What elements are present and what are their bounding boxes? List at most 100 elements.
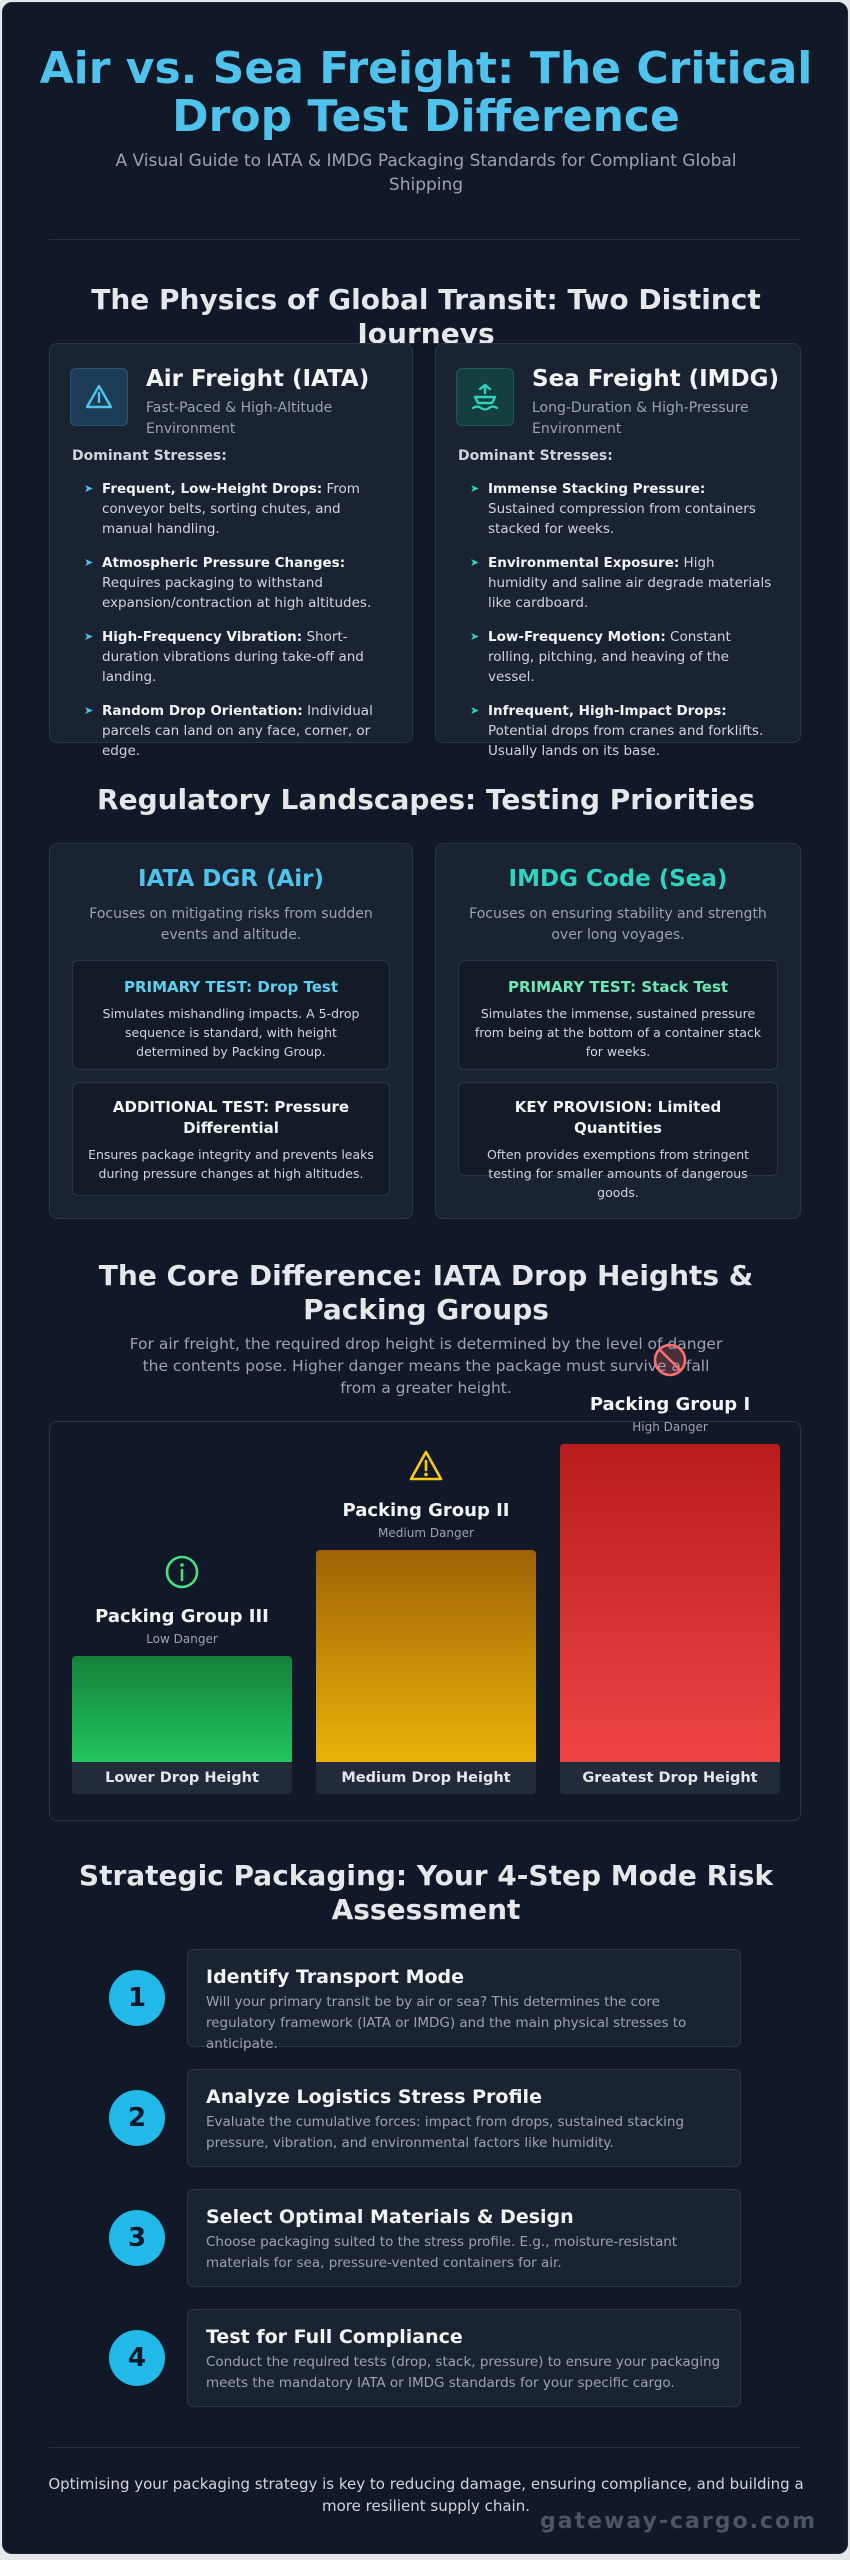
arrow-bullet-icon: ➤	[84, 556, 94, 569]
chart-bar-label: Medium Drop Height	[316, 1762, 536, 1794]
footer-divider	[49, 2447, 801, 2448]
page-subtitle: A Visual Guide to IATA & IMDG Packaging …	[115, 151, 737, 195]
stress-item: ➤ Random Drop Orientation: Individual par…	[72, 701, 390, 761]
step-number: 4	[109, 2330, 165, 2386]
step-number: 2	[109, 2090, 165, 2146]
arrow-bullet-icon: ➤	[470, 630, 480, 643]
stress-item: ➤ Immense Stacking Pressure: Sustained co…	[458, 479, 776, 539]
core-section-desc: For air freight, the required drop heigh…	[129, 1335, 723, 1397]
stress-item-heading: High-Frequency Vibration:	[102, 629, 303, 645]
step-title: Identify Transport Mode	[206, 1966, 465, 1988]
air-card-title: Air Freight (IATA)	[146, 366, 370, 392]
chart-category-label: Packing Group III	[95, 1606, 269, 1627]
page-title: Air vs. Sea Freight: The Critical Drop T…	[39, 43, 813, 142]
step-title: Select Optimal Materials & Design	[206, 2206, 574, 2228]
chart-category-label: Packing Group I	[589, 1394, 751, 1415]
chart-bar	[72, 1656, 292, 1762]
iata-primary-test-card: PRIMARY TEST: Drop Test Simulates mishan…	[72, 960, 390, 1070]
sea-card-subtitle: Long-Duration & High-Pressure Environmen…	[532, 400, 749, 437]
step-title: Test for Full Compliance	[206, 2326, 463, 2348]
stress-item-text: High humidity and saline air degrade mat…	[488, 555, 772, 611]
footer-text: Optimising your packaging strategy is ke…	[48, 2475, 804, 2515]
iata-card: IATA DGR (Air) Focuses on mitigating ris…	[49, 843, 413, 1219]
sea-freight-card: Sea Freight (IMDG) Long-Duration & High-…	[435, 343, 801, 759]
stress-item-heading: Low-Frequency Motion:	[488, 629, 666, 645]
imdg-card: IMDG Code (Sea) Focuses on ensuring stab…	[435, 843, 801, 1219]
chart-danger-label: Low Danger	[146, 1632, 218, 1646]
arrow-bullet-icon: ➤	[84, 482, 94, 495]
chart-bar	[316, 1550, 536, 1762]
air-dominant-label: Dominant Stresses:	[72, 448, 227, 464]
chart-bar	[560, 1444, 780, 1762]
step-title: Analyze Logistics Stress Profile	[206, 2086, 542, 2108]
stress-item: ➤ Environmental Exposure: High humidity a…	[458, 553, 776, 613]
stress-item-text: From conveyor belts, sorting chutes, and…	[102, 481, 360, 537]
step-card: Test for Full Compliance Conduct the requ…	[187, 2309, 741, 2407]
chart-bar-label: Lower Drop Height	[72, 1762, 292, 1794]
arrow-bullet-icon: ➤	[470, 482, 480, 495]
stress-item-text: Individual parcels can land on any face,…	[102, 703, 373, 759]
air-icon-box	[70, 368, 128, 426]
prohibited-icon	[652, 1342, 688, 1378]
chart-category-label: Packing Group II	[342, 1500, 510, 1521]
arrow-bullet-icon: ➤	[470, 704, 480, 717]
arrow-bullet-icon: ➤	[470, 556, 480, 569]
chart-danger-label: High Danger	[632, 1420, 708, 1434]
strategy-section-title: Strategic Packaging: Your 4-Step Mode Ri…	[78, 1859, 774, 1926]
info-circle-icon	[164, 1554, 200, 1590]
iata-additional-test-card: ADDITIONAL TEST: Pressure Differential E…	[72, 1082, 390, 1196]
imdg-key-provision-card: KEY PROVISION: Limited Quantities Often …	[458, 1082, 778, 1200]
air-freight-card: Air Freight (IATA) Fast-Paced & High-Alt…	[49, 343, 413, 759]
stress-item-heading: Frequent, Low-Height Drops:	[102, 481, 323, 497]
step-number: 3	[109, 2210, 165, 2266]
core-section-title: The Core Difference: IATA Drop Heights &…	[98, 1259, 754, 1326]
drop-height-chart: Packing Group III Low Danger Lower Drop He…	[49, 1343, 801, 1821]
air-card-subtitle: Fast-Paced & High-Altitude Environment	[146, 400, 333, 437]
imdg-primary-test-card: PRIMARY TEST: Stack Test Simulates the i…	[458, 960, 778, 1070]
chart-column: Packing Group II Medium Danger Medium Drop…	[316, 1422, 536, 1820]
stress-item-text: Sustained compression from containers st…	[488, 501, 756, 537]
stress-item-heading: Immense Stacking Pressure:	[488, 481, 706, 497]
warning-triangle-icon	[85, 384, 113, 409]
stress-item-text: Short-duration vibrations during take-of…	[102, 629, 364, 685]
sea-stress-list: ➤ Immense Stacking Pressure: Sustained co…	[458, 479, 776, 775]
stress-item-text: Requires packaging to withstand expansio…	[102, 575, 372, 611]
stress-item-heading: Infrequent, High-Impact Drops:	[488, 703, 727, 719]
sea-icon-box	[456, 368, 514, 426]
air-stress-list: ➤ Frequent, Low-Height Drops: From convey…	[72, 479, 390, 775]
stress-item: ➤ Infrequent, High-Impact Drops: Potentia…	[458, 701, 776, 761]
stress-item-heading: Environmental Exposure:	[488, 555, 680, 571]
step-description: Choose packaging suited to the stress pr…	[206, 2234, 678, 2271]
regulatory-section-title: Regulatory Landscapes: Testing Prioritie…	[97, 783, 755, 816]
iata-desc: Focuses on mitigating risks from sudden …	[89, 906, 373, 943]
chart-bar-label: Greatest Drop Height	[560, 1762, 780, 1794]
chart-column: Packing Group I High Danger Greatest Drop …	[560, 1343, 780, 1820]
imdg-primary-body: Simulates the immense, sustained pressur…	[474, 1006, 762, 1059]
stress-item-text: Potential drops from cranes and forklift…	[488, 723, 764, 759]
stress-item: ➤ Frequent, Low-Height Drops: From convey…	[72, 479, 390, 539]
sea-card-title: Sea Freight (IMDG)	[532, 366, 780, 392]
step-description: Evaluate the cumulative forces: impact f…	[206, 2114, 685, 2151]
iata-additional-body: Ensures package integrity and prevents l…	[88, 1147, 374, 1181]
stress-item: ➤ Atmospheric Pressure Changes: Requires …	[72, 553, 390, 613]
physics-section-title: The Physics of Global Transit: Two Disti…	[91, 283, 761, 350]
chart-column: Packing Group III Low Danger Lower Drop He…	[72, 1422, 292, 1820]
chart-danger-label: Medium Danger	[378, 1526, 474, 1540]
step-card: Identify Transport Mode Will your primary…	[187, 1949, 741, 2052]
step-description: Conduct the required tests (drop, stack,…	[206, 2354, 721, 2391]
sea-dominant-label: Dominant Stresses:	[458, 448, 613, 464]
ship-icon	[471, 383, 499, 411]
stress-item: ➤ High-Frequency Vibration: Short-duratio…	[72, 627, 390, 687]
stress-item-heading: Random Drop Orientation:	[102, 703, 303, 719]
imdg-key-head: KEY PROVISION: Limited Quantities	[514, 1098, 722, 1137]
step-card: Select Optimal Materials & Design Choose …	[187, 2189, 741, 2287]
brand-wordmark: gateway-cargo.com	[539, 2509, 817, 2534]
imdg-desc: Focuses on ensuring stability and streng…	[469, 906, 767, 943]
step-description: Will your primary transit be by air or s…	[206, 1994, 687, 2052]
imdg-primary-head: PRIMARY TEST: Stack Test	[507, 978, 729, 996]
iata-additional-head: ADDITIONAL TEST: Pressure Differential	[112, 1098, 350, 1137]
iata-primary-body: Simulates mishandling impacts. A 5-drop …	[102, 1006, 360, 1059]
imdg-key-body: Often provides exemptions from stringent…	[486, 1147, 750, 1200]
step-card: Analyze Logistics Stress Profile Evaluate…	[187, 2069, 741, 2167]
divider	[49, 239, 801, 240]
